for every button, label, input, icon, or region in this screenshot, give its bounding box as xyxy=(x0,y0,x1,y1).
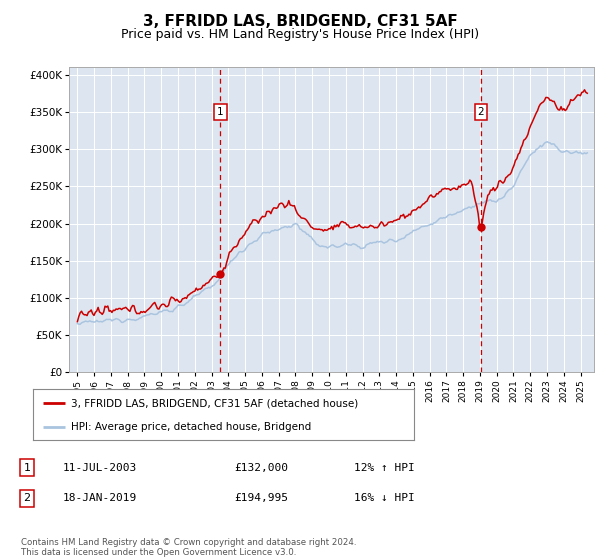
Text: 11-JUL-2003: 11-JUL-2003 xyxy=(63,463,137,473)
Text: 16% ↓ HPI: 16% ↓ HPI xyxy=(354,493,415,503)
Text: 1: 1 xyxy=(217,107,224,117)
Text: 12% ↑ HPI: 12% ↑ HPI xyxy=(354,463,415,473)
Text: £132,000: £132,000 xyxy=(234,463,288,473)
Text: 2: 2 xyxy=(478,107,484,117)
Text: 3, FFRIDD LAS, BRIDGEND, CF31 5AF (detached house): 3, FFRIDD LAS, BRIDGEND, CF31 5AF (detac… xyxy=(71,398,358,408)
Text: 2: 2 xyxy=(23,493,31,503)
Text: Price paid vs. HM Land Registry's House Price Index (HPI): Price paid vs. HM Land Registry's House … xyxy=(121,28,479,41)
Text: £194,995: £194,995 xyxy=(234,493,288,503)
Text: 18-JAN-2019: 18-JAN-2019 xyxy=(63,493,137,503)
Text: 1: 1 xyxy=(23,463,31,473)
Text: HPI: Average price, detached house, Bridgend: HPI: Average price, detached house, Brid… xyxy=(71,422,311,432)
Text: 3, FFRIDD LAS, BRIDGEND, CF31 5AF: 3, FFRIDD LAS, BRIDGEND, CF31 5AF xyxy=(143,14,457,29)
Text: Contains HM Land Registry data © Crown copyright and database right 2024.
This d: Contains HM Land Registry data © Crown c… xyxy=(21,538,356,557)
